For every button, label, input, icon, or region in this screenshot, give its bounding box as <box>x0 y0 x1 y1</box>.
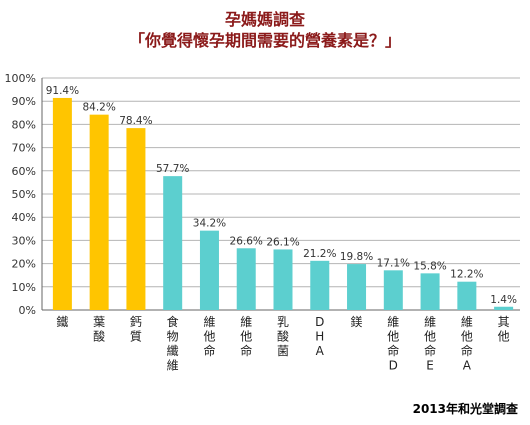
bar <box>383 270 403 310</box>
data-label: 1.4% <box>490 294 517 306</box>
data-label: 34.2% <box>193 218 226 230</box>
bar-chart: 0% 10% 20% 30% 40% 50% 60% 70% 80% 90% 100% 91.4% 鐵 8… <box>5 72 520 373</box>
y-tick-label: 100% <box>5 72 36 85</box>
x-tick-label: 乳酸菌 <box>277 315 289 358</box>
bar <box>236 248 256 310</box>
data-label: 91.4% <box>46 85 79 97</box>
bar <box>199 230 219 310</box>
x-tick-label: 維他命 <box>240 315 252 358</box>
x-tick-label: 維他命 E <box>424 315 436 373</box>
y-tick-label: 70% <box>12 142 36 155</box>
data-label: 57.7% <box>156 163 189 175</box>
y-tick-label: 20% <box>12 258 36 271</box>
data-label: 12.2% <box>450 269 483 281</box>
x-tick-label: 維他命 A <box>461 315 473 373</box>
x-tick-label: 維他命 <box>203 315 215 358</box>
x-tick-label: 食物纖維 <box>167 314 179 373</box>
data-label: 78.4% <box>119 115 152 127</box>
chart-title-line2: 「你覺得懷孕期間需要的營養素是？」 <box>128 31 401 50</box>
bar <box>347 264 367 310</box>
bar <box>126 128 146 310</box>
x-tick-label: 鎂 <box>351 314 363 329</box>
x-tick-label: 鈣質 <box>130 315 142 344</box>
x-tick-label: 維他命 D <box>387 315 399 373</box>
y-tick-label: 40% <box>12 211 36 224</box>
x-tick-label: 鐵 <box>56 314 68 329</box>
bar <box>457 281 477 310</box>
bar <box>310 260 330 310</box>
y-tick-label: 60% <box>12 165 36 178</box>
data-label: 26.6% <box>230 235 263 247</box>
y-tick-label: 90% <box>12 95 36 108</box>
y-tick-label: 0% <box>19 304 36 317</box>
bar <box>89 114 109 310</box>
y-tick-label: 30% <box>12 234 36 247</box>
bar <box>163 176 183 310</box>
data-label: 84.2% <box>82 102 115 114</box>
x-tick-label: 其他 <box>498 315 510 344</box>
source-note: 2013年和光堂調查 <box>412 402 518 416</box>
data-label: 15.8% <box>413 260 446 272</box>
x-tick-label: 葉酸 <box>93 315 105 344</box>
data-label: 26.1% <box>266 236 299 248</box>
data-label: 21.2% <box>303 248 336 260</box>
data-label: 17.1% <box>377 257 410 269</box>
y-tick-label: 10% <box>12 281 36 294</box>
bar <box>494 306 514 310</box>
bar <box>52 97 72 311</box>
bar <box>273 249 293 310</box>
y-tick-label: 50% <box>12 188 36 201</box>
bar <box>420 273 440 310</box>
y-tick-label: 80% <box>12 118 36 131</box>
data-label: 19.8% <box>340 251 373 263</box>
chart-title-line1: 孕媽媽調查 <box>224 10 305 29</box>
